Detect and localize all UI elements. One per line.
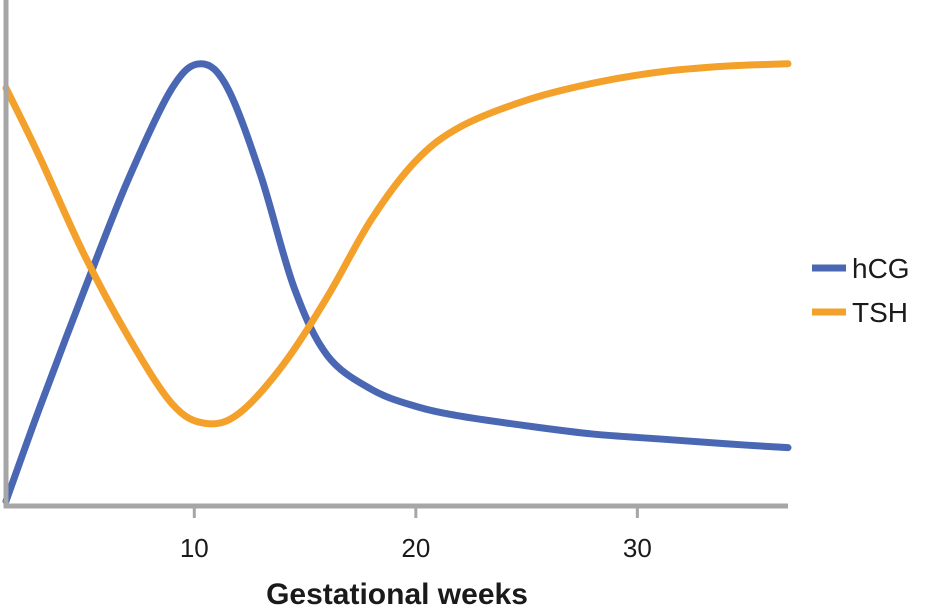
x-axis-title: Gestational weeks [266, 578, 528, 611]
legend-label-tsh: TSH [852, 297, 908, 328]
legend-label-hcg: hCG [852, 253, 910, 284]
legend: hCG TSH [812, 253, 910, 328]
x-ticks: 10 20 30 [180, 506, 652, 563]
series-line-hcg [2, 60, 792, 505]
series-line-tsh [2, 60, 792, 428]
axes [3, 0, 788, 509]
plot-area [2, 60, 792, 505]
x-tick-label: 20 [401, 533, 430, 563]
x-tick-label: 30 [623, 533, 652, 563]
x-tick-label: 10 [180, 533, 209, 563]
